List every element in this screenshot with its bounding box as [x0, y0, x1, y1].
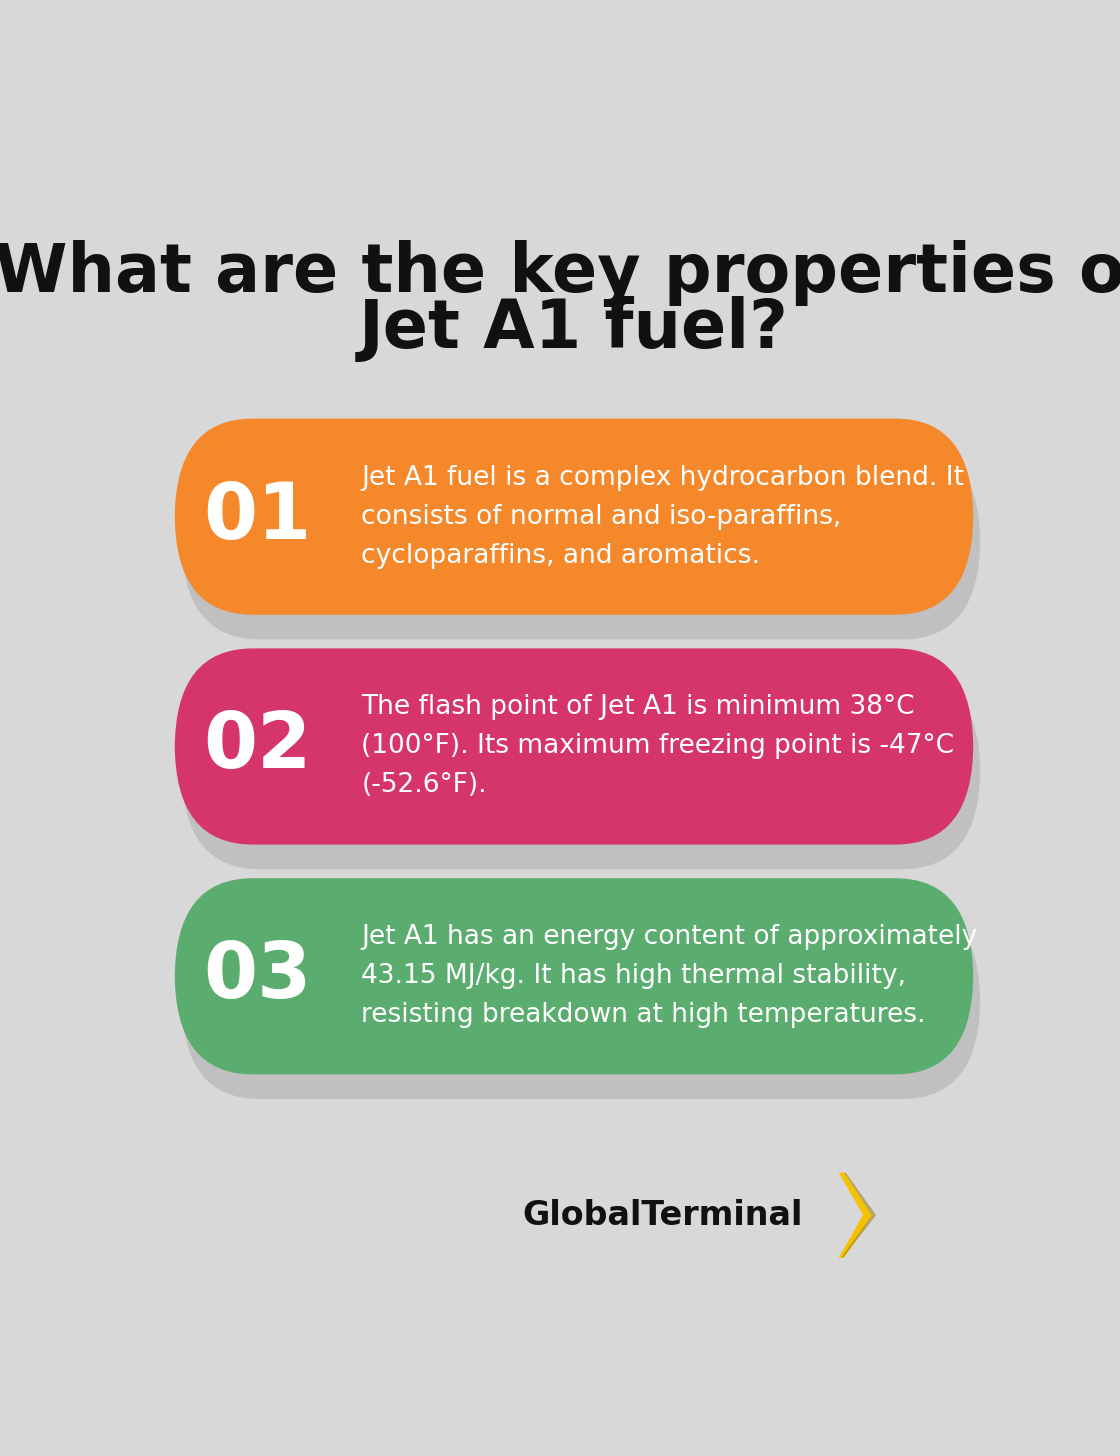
FancyBboxPatch shape	[175, 878, 973, 1075]
Text: 01: 01	[203, 479, 311, 555]
FancyBboxPatch shape	[175, 418, 973, 614]
FancyBboxPatch shape	[181, 443, 980, 639]
Text: What are the key properties of: What are the key properties of	[0, 240, 1120, 307]
FancyBboxPatch shape	[175, 648, 973, 844]
Text: GlobalTerminal: GlobalTerminal	[522, 1198, 802, 1232]
FancyBboxPatch shape	[181, 903, 980, 1099]
Text: The flash point of Jet A1 is minimum 38°C
(100°F). Its maximum freezing point is: The flash point of Jet A1 is minimum 38°…	[362, 695, 954, 798]
Text: Jet A1 has an energy content of approximately
43.15 MJ/kg. It has high thermal s: Jet A1 has an energy content of approxim…	[362, 925, 978, 1028]
Polygon shape	[839, 1172, 871, 1258]
Polygon shape	[841, 1172, 876, 1258]
Text: Jet A1 fuel?: Jet A1 fuel?	[360, 297, 788, 363]
Text: Jet A1 fuel is a complex hydrocarbon blend. It
consists of normal and iso-paraff: Jet A1 fuel is a complex hydrocarbon ble…	[362, 464, 964, 569]
Text: 03: 03	[203, 938, 311, 1015]
FancyBboxPatch shape	[181, 673, 980, 869]
Text: 02: 02	[203, 709, 311, 785]
